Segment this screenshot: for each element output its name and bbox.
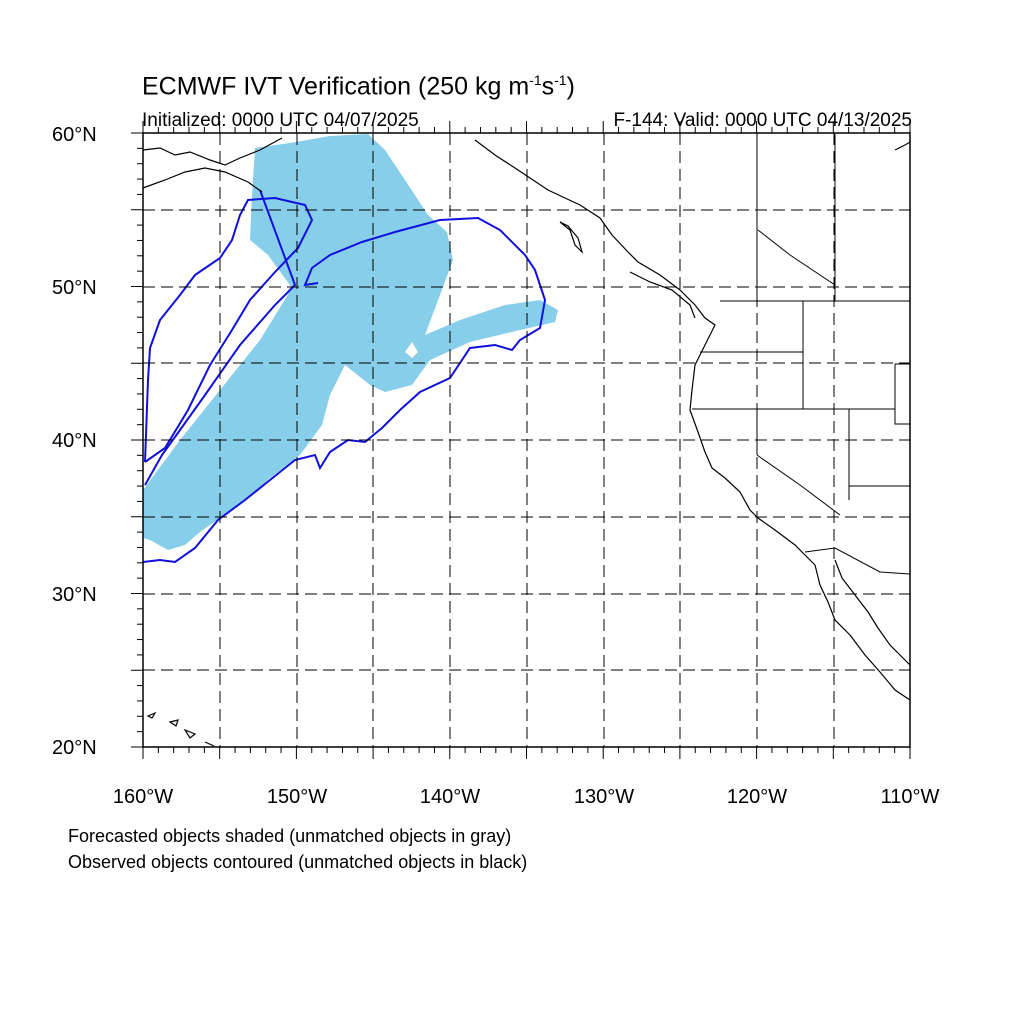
valid-time: F-144: Valid: 0000 UTC 04/13/2025 — [613, 110, 912, 131]
lon-label-120w: 120°W — [726, 786, 788, 808]
note-observed: Observed objects contoured (unmatched ob… — [68, 852, 528, 872]
coastline-alaska — [142, 137, 283, 193]
observed-ivt-contour-north — [144, 196, 314, 463]
lat-label-50: 50°N — [52, 277, 97, 299]
forecast-ivt-hole — [405, 342, 418, 358]
initialized-time: Initialized: 0000 UTC 04/07/2025 — [142, 110, 419, 131]
coastline-north-america — [474, 139, 911, 701]
lat-label-20: 20°N — [52, 737, 97, 759]
state-boundaries — [692, 134, 911, 575]
coastline-hawaii — [146, 711, 215, 747]
coastline-gulf-east — [894, 141, 911, 151]
lon-label-160w: 160°W — [112, 786, 174, 808]
lat-label-40: 40°N — [52, 430, 97, 452]
coastline-bc-islands — [559, 221, 696, 319]
lat-label-30: 30°N — [52, 584, 97, 606]
axis-ticks — [131, 121, 911, 759]
forecast-ivt-object — [143, 134, 558, 550]
lat-label-60: 60°N — [52, 124, 97, 146]
lon-label-140w: 140°W — [419, 786, 481, 808]
graticule — [143, 133, 910, 747]
observed-ivt-contour-inner — [144, 189, 297, 486]
lon-label-130w: 130°W — [573, 786, 635, 808]
lon-label-110w: 110°W — [880, 786, 940, 808]
coastline-baja-gulf — [834, 559, 911, 666]
note-forecast: Forecasted objects shaded (unmatched obj… — [68, 826, 512, 846]
map-title: ECMWF IVT Verification (250 kg m-1s-1) — [142, 72, 575, 101]
lon-label-150w: 150°W — [266, 786, 328, 808]
